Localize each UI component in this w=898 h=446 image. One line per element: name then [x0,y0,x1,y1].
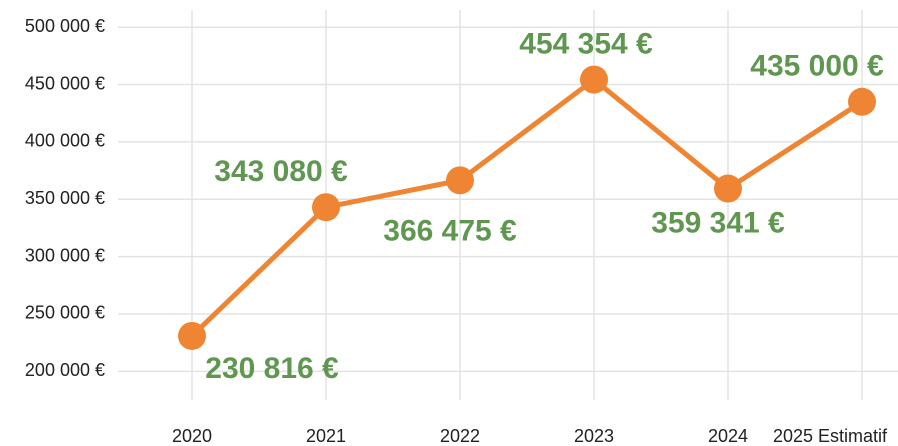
data-label: 435 000 € [750,50,884,83]
point [312,193,340,222]
x-tick-label: 2024 [708,426,748,446]
point [848,87,876,116]
x-tick-label: 2021 [306,426,346,446]
point [714,174,742,203]
x-tick-label: 2022 [440,426,480,446]
x-tick-label: 2025 Estimatif [773,426,888,446]
y-tick-label: 500 000 € [25,16,105,36]
data-label: 343 080 € [214,155,348,188]
y-tick-label: 300 000 € [25,245,105,265]
data-label: 454 354 € [519,27,653,60]
y-tick-label: 250 000 € [25,303,105,323]
line [190,77,864,338]
data-label: 366 475 € [383,214,517,247]
y-tick-label: 400 000 € [25,131,105,151]
x-tick-label: 2023 [574,426,614,446]
point [178,321,206,350]
data-label: 230 816 € [205,352,339,385]
data-label: 359 341 € [651,206,785,239]
point [446,166,474,195]
y-tick-label: 450 000 € [25,73,105,93]
y-tick-label: 200 000 € [25,360,105,380]
y-tick-label: 350 000 € [25,188,105,208]
x-tick-label: 2020 [172,426,212,446]
point [580,65,608,94]
